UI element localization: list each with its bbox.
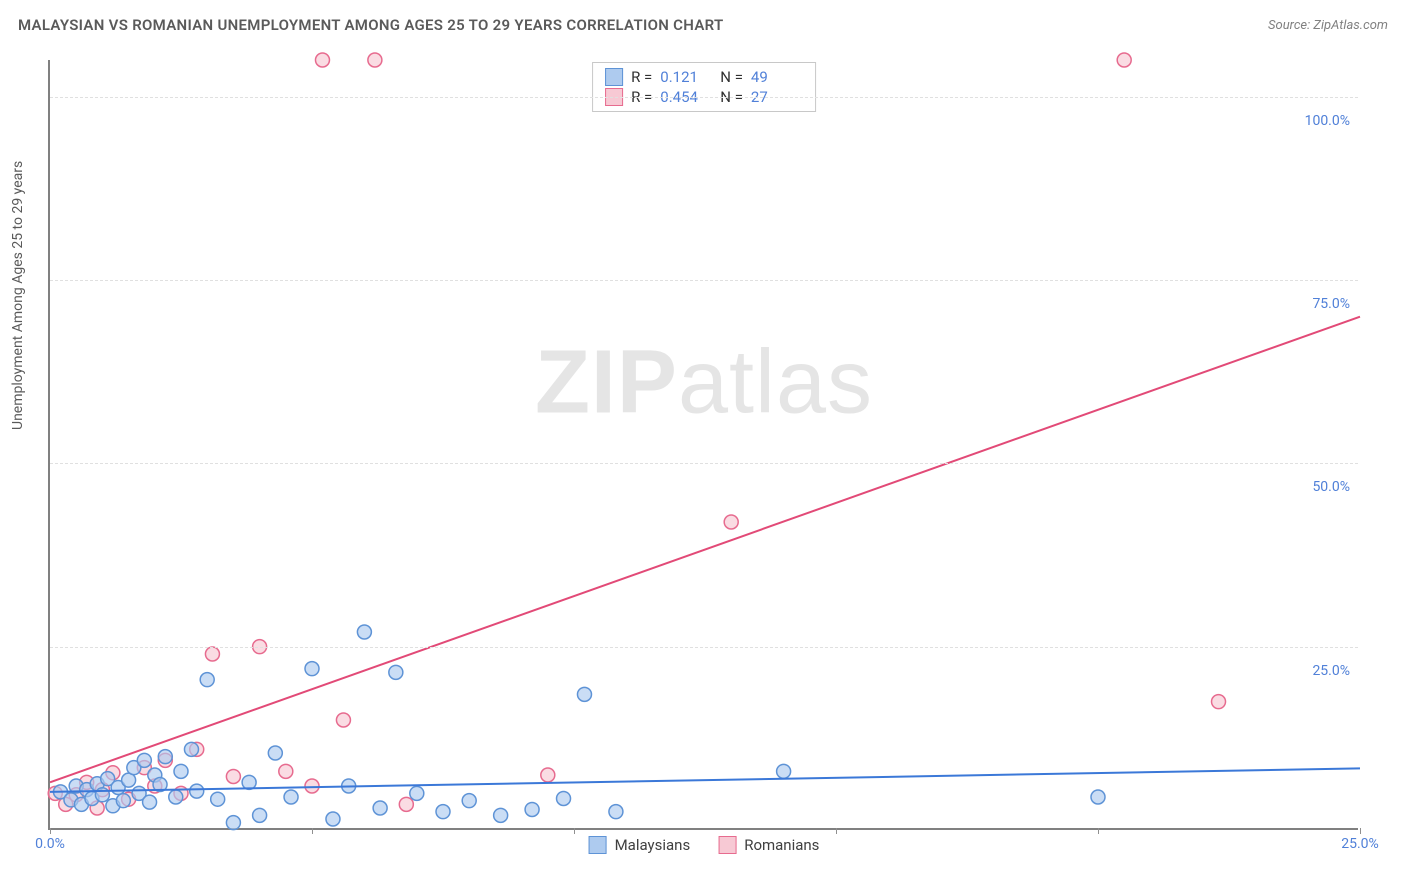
stat-r-value-malaysians: 0.121 <box>660 68 712 86</box>
scatter-point <box>1212 695 1226 709</box>
scatter-point <box>557 791 571 805</box>
scatter-point <box>609 805 623 819</box>
scatter-point <box>436 805 450 819</box>
y-tick-label: 100.0% <box>1305 113 1350 129</box>
scatter-point <box>577 687 591 701</box>
scatter-point <box>525 802 539 816</box>
x-tick <box>836 828 837 834</box>
bottom-legend: Malaysians Romanians <box>589 836 820 854</box>
scatter-point <box>336 713 350 727</box>
gridline <box>50 647 1358 648</box>
scatter-point <box>305 662 319 676</box>
scatter-point <box>268 746 282 760</box>
x-tick <box>574 828 575 834</box>
scatter-point <box>494 808 508 822</box>
source-credit: Source: ZipAtlas.com <box>1268 18 1388 33</box>
chart-title: MALAYSIAN VS ROMANIAN UNEMPLOYMENT AMONG… <box>18 16 724 34</box>
x-tick <box>1098 828 1099 834</box>
scatter-point <box>158 750 172 764</box>
scatter-point <box>462 794 476 808</box>
scatter-point <box>357 625 371 639</box>
scatter-point <box>1091 790 1105 804</box>
scatter-point <box>373 801 387 815</box>
stat-r-label: R = <box>631 68 652 86</box>
y-tick-label: 25.0% <box>1312 663 1350 679</box>
scatter-point <box>174 764 188 778</box>
scatter-point <box>226 769 240 783</box>
scatter-point <box>143 795 157 809</box>
legend-swatch-malaysians <box>589 836 607 854</box>
x-tick <box>1360 828 1361 834</box>
gridline <box>50 463 1358 464</box>
scatter-point <box>184 742 198 756</box>
regression-line <box>50 317 1360 783</box>
stats-swatch-malaysians <box>605 68 623 86</box>
title-bar: MALAYSIAN VS ROMANIAN UNEMPLOYMENT AMONG… <box>18 16 1388 34</box>
scatter-point <box>137 753 151 767</box>
x-tick <box>50 828 51 834</box>
scatter-point <box>541 768 555 782</box>
y-tick-label: 50.0% <box>1312 479 1350 495</box>
scatter-point <box>190 784 204 798</box>
scatter-point <box>305 779 319 793</box>
scatter-point <box>211 792 225 806</box>
scatter-point <box>253 808 267 822</box>
scatter-point <box>226 816 240 830</box>
scatter-point <box>410 786 424 800</box>
legend-swatch-romanians <box>718 836 736 854</box>
scatter-point <box>1117 53 1131 67</box>
y-axis-label: Unemployment Among Ages 25 to 29 years <box>10 161 26 430</box>
scatter-point <box>169 790 183 804</box>
scatter-point <box>724 515 738 529</box>
legend-label-romanians: Romanians <box>744 836 819 854</box>
scatter-chart-svg <box>50 60 1358 828</box>
legend-label-malaysians: Malaysians <box>615 836 691 854</box>
gridline <box>50 97 1358 98</box>
scatter-point <box>326 812 340 826</box>
x-tick <box>312 828 313 834</box>
x-tick-label: 25.0% <box>1341 836 1379 852</box>
legend-item-romanians: Romanians <box>718 836 819 854</box>
scatter-point <box>399 797 413 811</box>
scatter-point <box>200 673 214 687</box>
y-tick-label: 75.0% <box>1312 296 1350 312</box>
stats-row-malaysians: R = 0.121 N = 49 <box>605 67 803 87</box>
stat-n-label: N = <box>720 68 743 86</box>
plot-area: ZIPatlas R = 0.121 N = 49 R = 0.454 N = … <box>48 60 1358 830</box>
legend-item-malaysians: Malaysians <box>589 836 691 854</box>
scatter-point <box>284 790 298 804</box>
scatter-point <box>205 647 219 661</box>
scatter-point <box>368 53 382 67</box>
scatter-point <box>777 764 791 778</box>
gridline <box>50 280 1358 281</box>
stat-n-value-malaysians: 49 <box>751 68 803 86</box>
scatter-point <box>279 764 293 778</box>
scatter-point <box>315 53 329 67</box>
scatter-point <box>389 665 403 679</box>
stats-box: R = 0.121 N = 49 R = 0.454 N = 27 <box>592 62 816 112</box>
scatter-point <box>116 794 130 808</box>
x-tick-label: 0.0% <box>35 836 65 852</box>
